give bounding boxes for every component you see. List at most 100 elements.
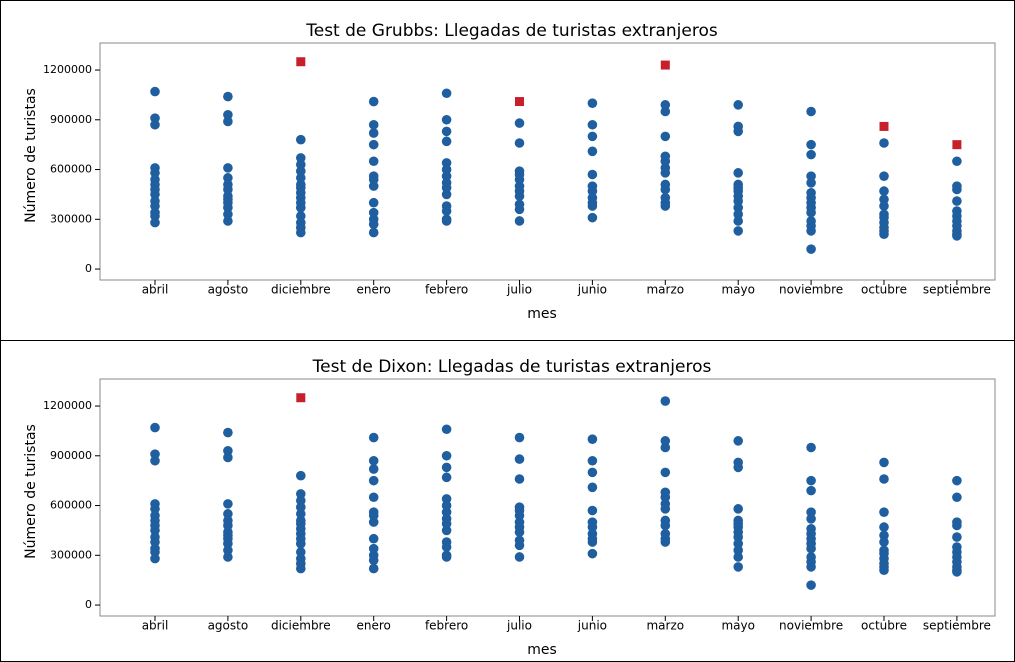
data-point <box>660 131 671 142</box>
data-point <box>660 106 671 117</box>
x-tick-label: septiembre <box>923 619 991 633</box>
data-point <box>296 489 306 499</box>
outlier-point <box>952 140 962 150</box>
data-point <box>223 209 233 220</box>
data-point <box>368 492 379 503</box>
data-point <box>296 202 306 213</box>
data-point <box>150 449 160 459</box>
data-point <box>368 156 379 167</box>
data-point <box>296 495 306 506</box>
x-tick-label: noviembre <box>779 619 843 633</box>
data-point <box>150 119 160 130</box>
data-point <box>806 207 816 218</box>
y-axis-title: Número de turistas <box>23 88 39 223</box>
outlier-point <box>879 121 889 131</box>
data-point <box>660 442 671 453</box>
data-point <box>514 174 525 185</box>
data-point <box>223 520 233 531</box>
data-point <box>733 462 743 473</box>
data-point <box>952 184 962 195</box>
x-tick-label: septiembre <box>923 283 991 297</box>
data-point <box>733 538 743 549</box>
data-point <box>368 517 379 527</box>
x-tick-label: mayo <box>721 283 755 297</box>
data-point <box>514 138 525 148</box>
data-point <box>441 158 452 168</box>
data-point <box>806 580 816 590</box>
data-point <box>514 540 525 551</box>
data-point <box>223 216 233 226</box>
data-point <box>879 537 889 547</box>
data-point <box>441 206 452 216</box>
data-point <box>660 467 671 478</box>
data-point <box>368 119 379 130</box>
data-point <box>223 116 233 127</box>
data-point <box>733 216 743 226</box>
data-point <box>660 168 671 178</box>
data-point <box>223 446 233 456</box>
data-point <box>879 530 889 541</box>
data-point <box>514 204 525 215</box>
data-point <box>806 543 816 554</box>
data-point <box>733 168 743 178</box>
data-point <box>150 86 160 97</box>
chart-title: Test de Dixon: Llegadas de turistas extr… <box>312 357 712 377</box>
outlier-point <box>296 57 306 67</box>
data-point <box>806 507 816 517</box>
data-point <box>879 522 889 532</box>
data-point <box>296 134 306 145</box>
data-point <box>368 96 379 107</box>
data-point <box>733 504 743 514</box>
data-point <box>368 543 379 554</box>
data-point <box>879 201 889 211</box>
data-point <box>441 136 452 147</box>
data-point <box>441 114 452 125</box>
data-point <box>514 474 525 484</box>
data-point <box>368 563 379 574</box>
data-point <box>733 226 743 236</box>
x-tick-label: diciembre <box>271 619 331 633</box>
data-point <box>368 197 379 208</box>
data-point <box>150 168 160 178</box>
data-point <box>150 201 160 211</box>
data-point <box>806 475 816 486</box>
data-point <box>733 532 743 542</box>
x-tick-label: junio <box>577 619 607 633</box>
data-point <box>441 462 452 473</box>
data-point <box>150 525 160 536</box>
data-point <box>296 538 306 549</box>
data-point <box>879 186 889 196</box>
data-point <box>952 532 962 542</box>
data-point <box>587 146 598 157</box>
data-point <box>296 509 306 519</box>
x-tick-label: octubre <box>861 619 907 633</box>
data-point <box>514 432 525 443</box>
data-point <box>660 156 671 167</box>
data-point <box>587 212 598 223</box>
data-point <box>733 545 743 556</box>
data-point <box>587 455 598 466</box>
data-point <box>660 504 671 514</box>
x-tick-label: diciembre <box>271 283 331 297</box>
data-point <box>952 156 962 167</box>
data-point <box>441 494 452 504</box>
data-point <box>296 153 306 163</box>
data-point <box>514 510 525 521</box>
x-tick-label: noviembre <box>779 283 843 297</box>
x-tick-label: abril <box>142 619 169 633</box>
data-point <box>879 171 889 181</box>
data-point <box>441 525 452 536</box>
data-point <box>879 457 889 468</box>
data-point <box>587 482 598 493</box>
data-point <box>368 128 379 138</box>
data-point <box>296 166 306 177</box>
x-tick-label: octubre <box>861 283 907 297</box>
data-point <box>150 455 160 466</box>
data-point <box>441 88 452 99</box>
y-tick-label: 1200000 <box>43 63 92 76</box>
data-point <box>587 119 598 130</box>
data-point <box>296 563 306 574</box>
data-point <box>296 502 306 513</box>
x-tick-label: julio <box>506 619 532 633</box>
data-point <box>952 492 962 503</box>
